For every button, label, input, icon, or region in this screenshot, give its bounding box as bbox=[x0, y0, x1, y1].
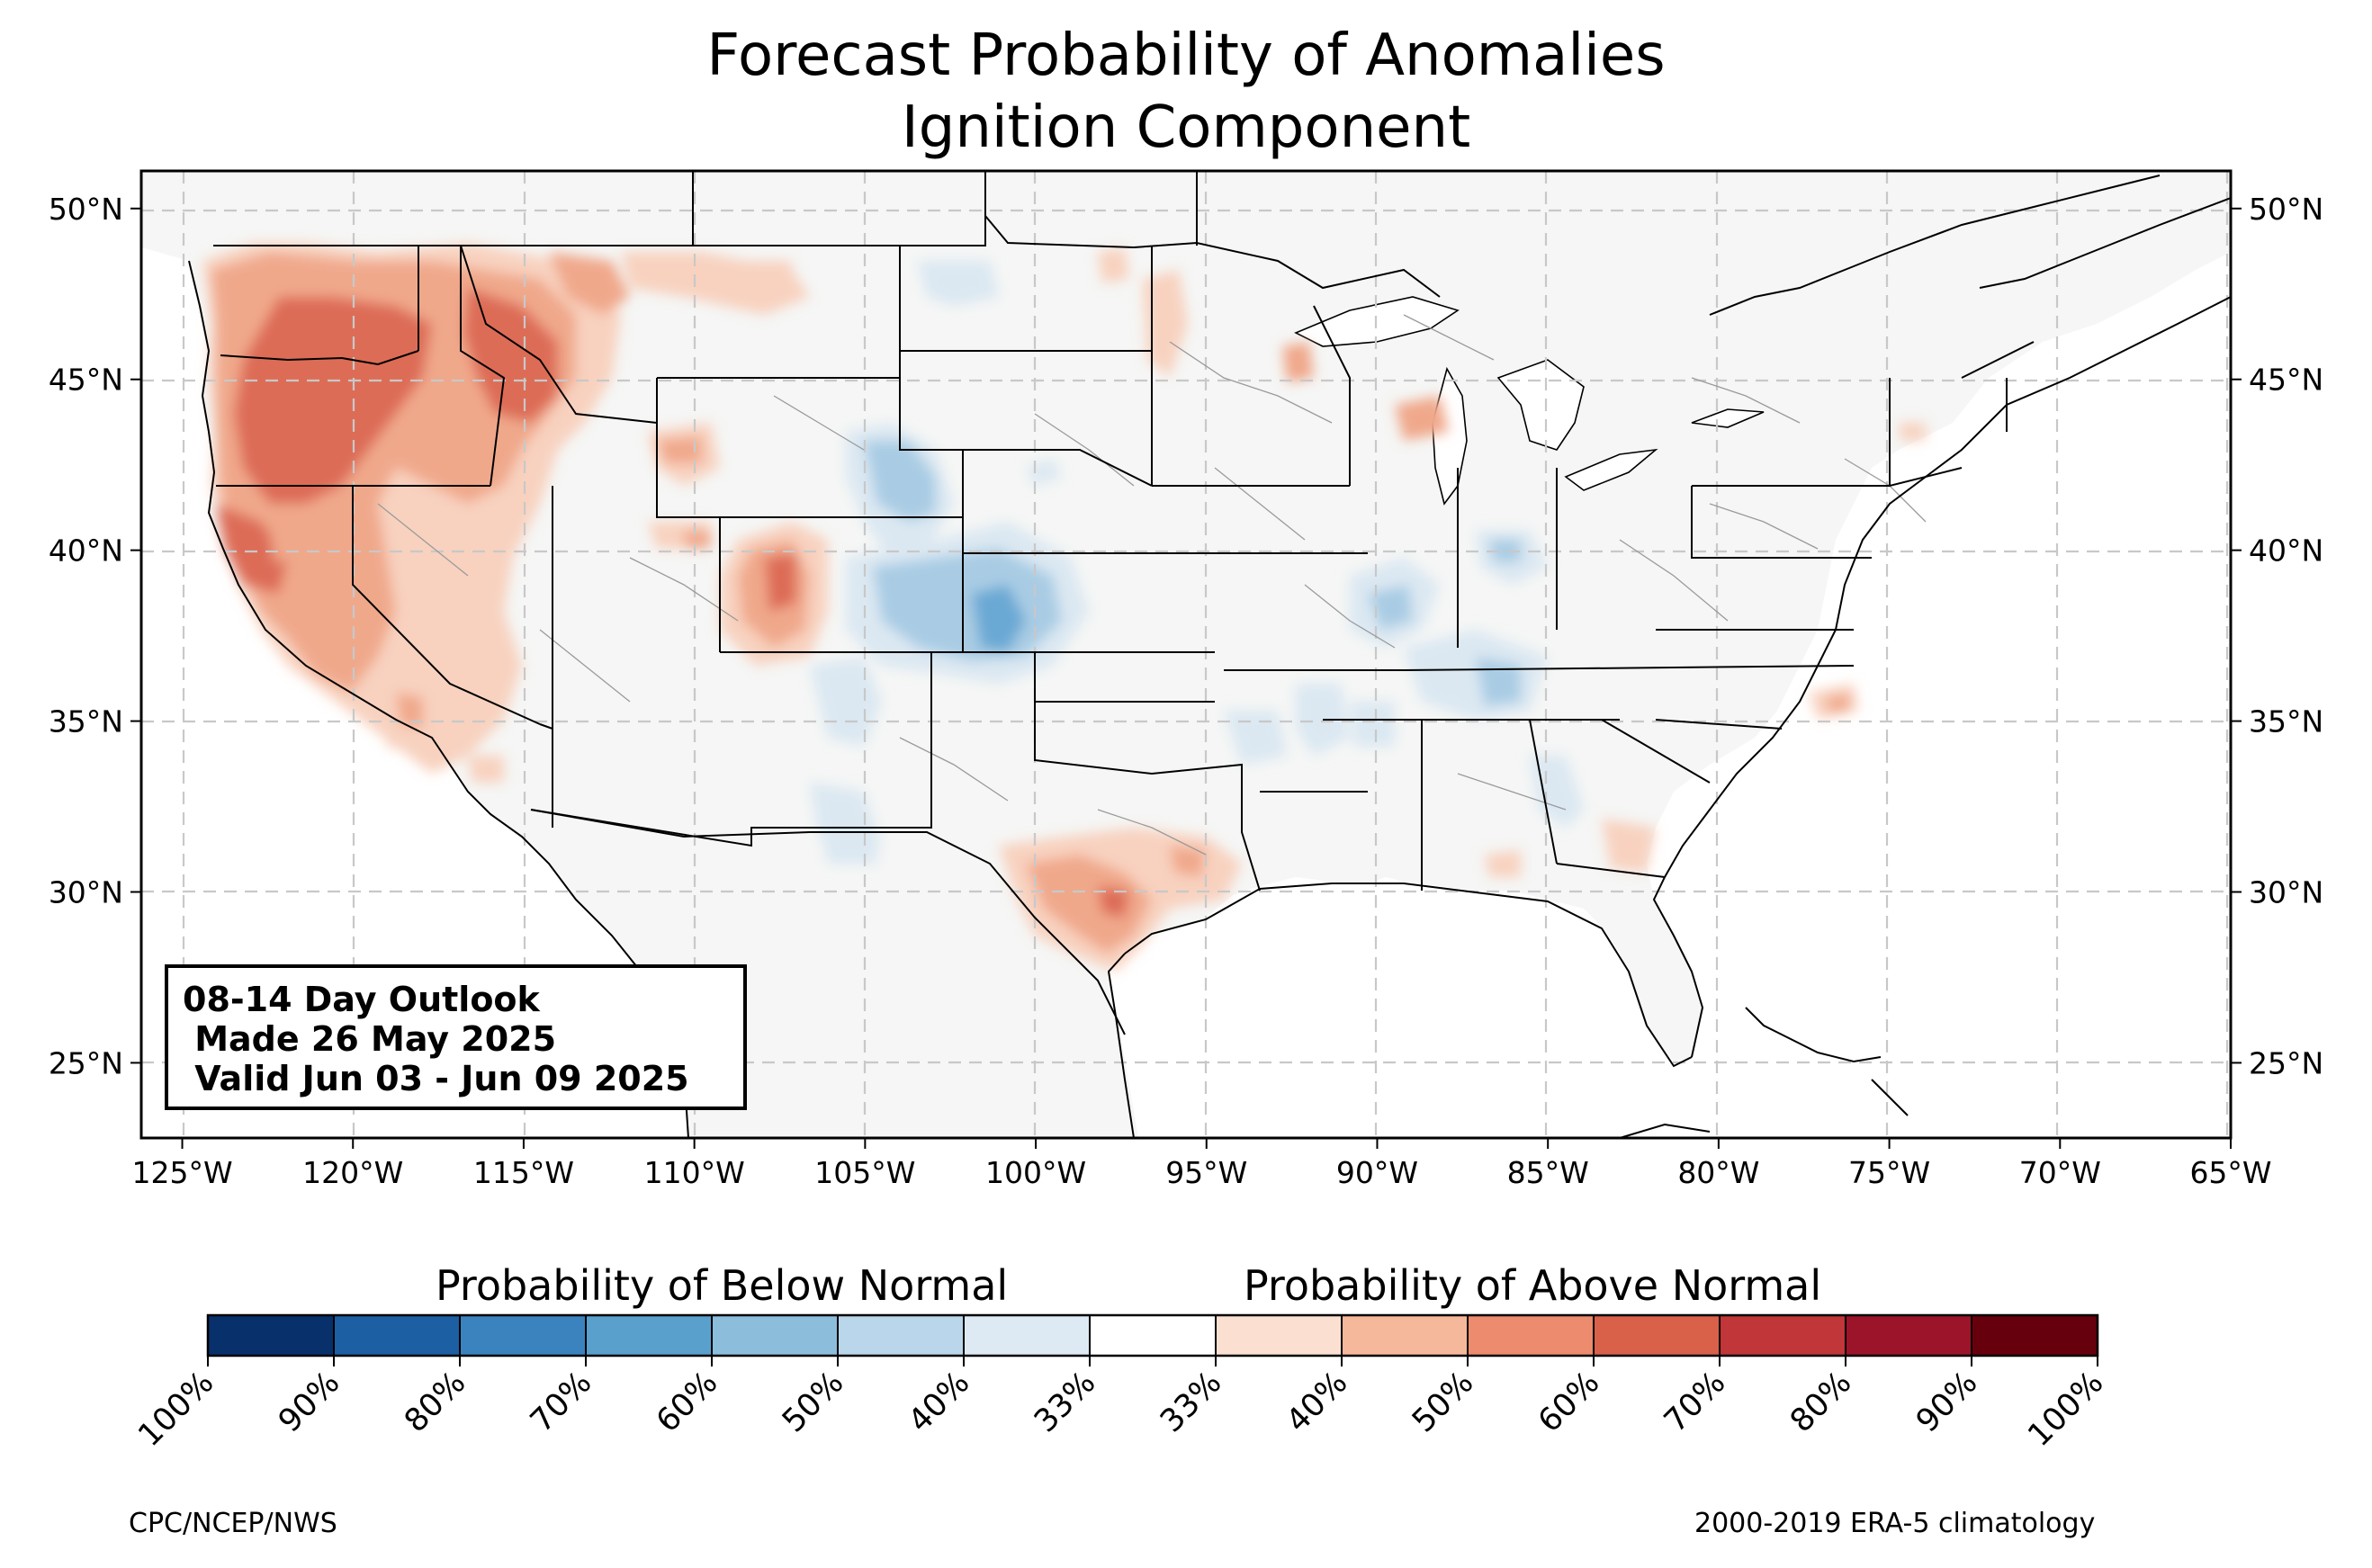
lat-tick-label-right: 40°N bbox=[2249, 533, 2323, 569]
lat-tick-label-left: 45°N bbox=[49, 363, 123, 398]
above-normal-shading bbox=[202, 243, 1926, 972]
lon-tick-label: 80°W bbox=[1677, 1155, 1759, 1190]
colorbar-tick-label: 80% bbox=[398, 1365, 472, 1439]
colorbar-tick-label: 33% bbox=[1154, 1365, 1228, 1439]
colorbar-swatch bbox=[838, 1315, 965, 1356]
coastlines bbox=[188, 260, 2231, 1138]
outlook-info-box: 08-14 Day Outlook Made 26 May 2025 Valid… bbox=[165, 964, 747, 1110]
lat-tick-label-right: 30°N bbox=[2249, 875, 2323, 910]
lon-tick-label: 100°W bbox=[985, 1155, 1086, 1190]
colorbar-swatch bbox=[1720, 1315, 1846, 1356]
lat-tick-label-left: 50°N bbox=[49, 192, 123, 227]
colorbar-swatch bbox=[1342, 1315, 1469, 1356]
conus-land bbox=[141, 171, 2231, 1138]
lon-tick-label: 90°W bbox=[1336, 1155, 1418, 1190]
colorbar-swatch bbox=[1594, 1315, 1721, 1356]
lat-tick-label-right: 50°N bbox=[2249, 192, 2323, 227]
colorbar-swatch bbox=[208, 1315, 335, 1356]
colorbar-tick-label: 33% bbox=[1028, 1365, 1102, 1439]
lon-tick-label: 95°W bbox=[1165, 1155, 1247, 1190]
colorbar-tick-label: 50% bbox=[1406, 1365, 1480, 1439]
state-boundaries bbox=[213, 213, 2035, 1035]
lon-tick-label: 110°W bbox=[644, 1155, 745, 1190]
minor-boundaries bbox=[377, 314, 1927, 856]
map-title: Forecast Probability of Anomalies Igniti… bbox=[0, 20, 2372, 164]
colorbar-swatch bbox=[460, 1315, 587, 1356]
lon-tick-label: 65°W bbox=[2189, 1155, 2271, 1190]
lat-tick-label-left: 35°N bbox=[49, 704, 123, 739]
outlook-made-date: Made 26 May 2025 bbox=[183, 1019, 557, 1059]
colorbar-swatch bbox=[334, 1315, 461, 1356]
colorbar-swatch bbox=[1090, 1315, 1217, 1356]
lat-tick-label-left: 30°N bbox=[49, 875, 123, 910]
longitude-axis: 125°W 120°W 115°W 110°W 105°W 100°W 95°W 90°W 85… bbox=[131, 1138, 2272, 1190]
canada-boundaries bbox=[692, 171, 2231, 316]
lon-tick-label: 125°W bbox=[131, 1155, 232, 1190]
lat-tick-label-left: 40°N bbox=[49, 533, 123, 569]
credit-climatology: 2000-2019 ERA-5 climatology bbox=[1694, 1508, 2096, 1539]
colorbar-tick-label: 70% bbox=[1658, 1365, 1732, 1439]
canada-region bbox=[141, 171, 2231, 247]
colorbar-tick-label: 40% bbox=[1280, 1365, 1354, 1439]
colorbar-tick-label: 100% bbox=[2021, 1365, 2110, 1454]
lat-tick-label-left: 25°N bbox=[49, 1045, 123, 1080]
map-frame bbox=[139, 169, 2233, 1140]
colorbar-tick-label: 70% bbox=[524, 1365, 598, 1439]
colorbar-swatch bbox=[964, 1315, 1091, 1356]
colorbar-tick-label: 90% bbox=[1909, 1365, 1984, 1439]
outlook-period: 08-14 Day Outlook bbox=[183, 980, 540, 1019]
colorbar-swatch bbox=[1846, 1315, 1972, 1356]
colorbar-tick-label: 40% bbox=[902, 1365, 976, 1439]
outlook-valid-range: Valid Jun 03 - Jun 09 2025 bbox=[183, 1059, 689, 1098]
lon-tick-label: 115°W bbox=[473, 1155, 574, 1190]
lon-tick-label: 105°W bbox=[814, 1155, 915, 1190]
colorbar-swatch bbox=[712, 1315, 839, 1356]
lat-tick-label-right: 45°N bbox=[2249, 363, 2323, 398]
colorbar-swatch bbox=[1468, 1315, 1595, 1356]
colorbar-swatch bbox=[1972, 1315, 2098, 1356]
colorbar-tick-label: 100% bbox=[131, 1365, 220, 1454]
colorbar-tick-label: 80% bbox=[1783, 1365, 1858, 1439]
lon-tick-label: 70°W bbox=[2019, 1155, 2101, 1190]
atlantic-ocean bbox=[1665, 297, 2231, 1138]
lon-tick-label: 85°W bbox=[1507, 1155, 1589, 1190]
title-line-1: Forecast Probability of Anomalies bbox=[706, 22, 1666, 89]
credit-source: CPC/NCEP/NWS bbox=[129, 1508, 337, 1539]
colorbar: 100% 90% 80% 70% 60% 50% 40% 33% 33% 40% 50% 60% 70%… bbox=[131, 1313, 2110, 1454]
legend-below-label: Probability of Below Normal bbox=[436, 1261, 1009, 1310]
colorbar-swatch bbox=[586, 1315, 713, 1356]
latitude-axis: 50°N 50°N 45°N 45°N 40°N 40°N 35°N 35°N 30°N 30°N… bbox=[49, 192, 2323, 1081]
lon-tick-label: 75°W bbox=[1848, 1155, 1930, 1190]
legend-above-label: Probability of Above Normal bbox=[1244, 1261, 1822, 1310]
gulf-of-mexico bbox=[1125, 883, 1692, 1138]
lat-tick-label-right: 35°N bbox=[2249, 704, 2323, 739]
colorbar-tick-label: 60% bbox=[650, 1365, 724, 1439]
colorbar-tick-label: 90% bbox=[272, 1365, 346, 1439]
colorbar-tick-label: 60% bbox=[1532, 1365, 1606, 1439]
lon-tick-label: 120°W bbox=[302, 1155, 403, 1190]
colorbar-swatch bbox=[1216, 1315, 1343, 1356]
pacific-ocean bbox=[141, 247, 688, 1138]
colorbar-tick-label: 50% bbox=[776, 1365, 850, 1439]
title-line-2: Ignition Component bbox=[901, 94, 1471, 161]
lat-tick-label-right: 25°N bbox=[2249, 1045, 2323, 1080]
